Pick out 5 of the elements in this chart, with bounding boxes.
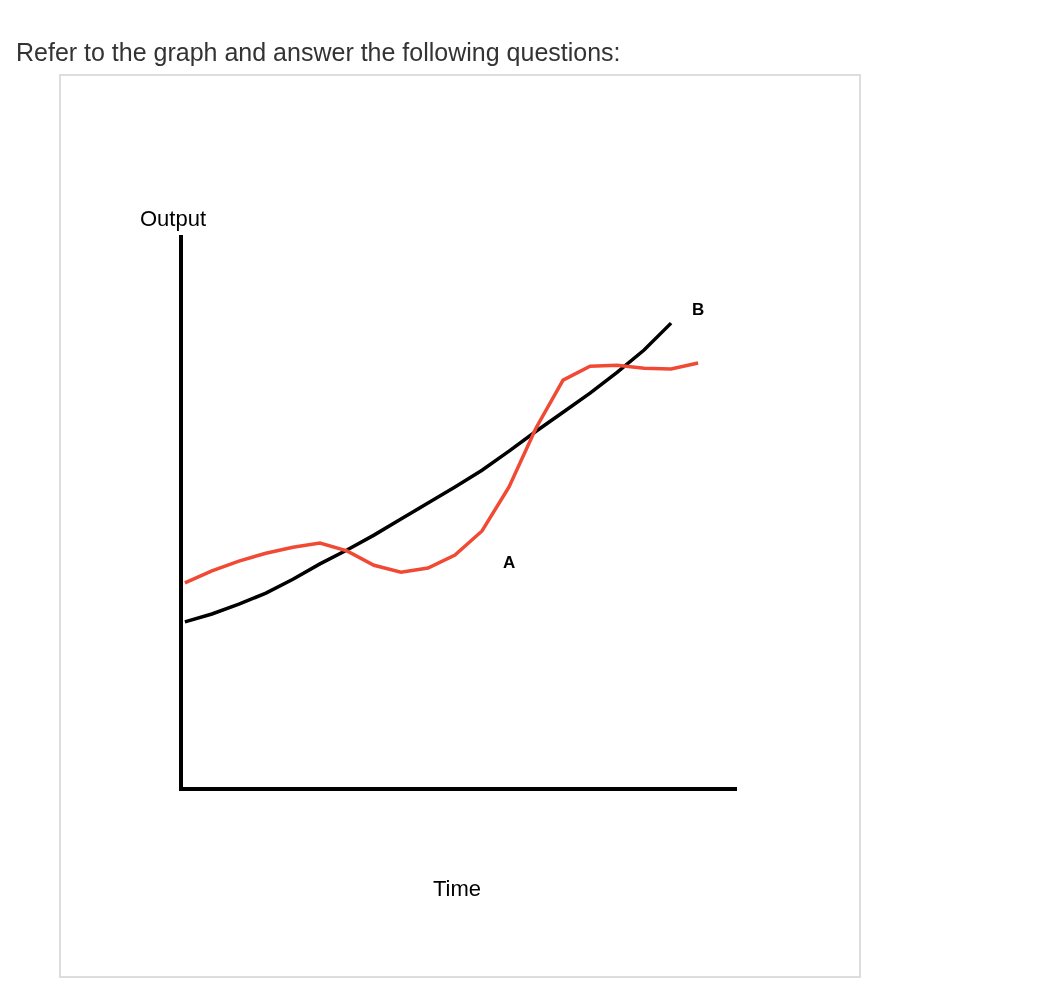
x-axis-title: Time xyxy=(433,876,482,901)
annotation: A xyxy=(503,553,516,572)
chart-title: Refer to the graph and answer the following questions: xyxy=(16,38,621,66)
y-axis-title: Output xyxy=(140,206,207,231)
text: B xyxy=(692,300,705,319)
